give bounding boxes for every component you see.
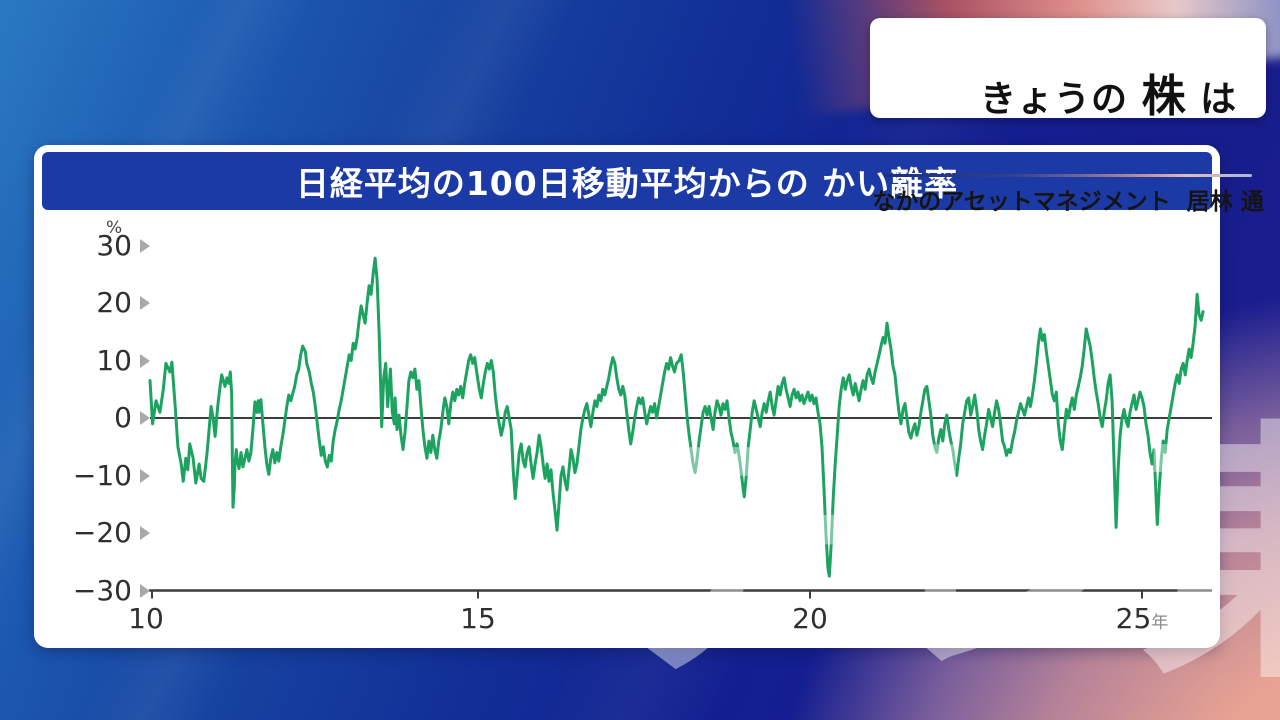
program-title-card: きょうの 株 は なかのアセットマネジメント 居林 通 [870,18,1266,215]
program-title-post: は [1186,79,1238,120]
program-title-pre: きょうの [980,79,1142,120]
chart-panel: 日経平均の100日移動平均からの かい離率 [34,145,1220,648]
program-title: きょうの 株 は [870,25,1266,172]
presenter-name: なかのアセットマネジメント 居林 通 [872,189,1264,215]
chart-title-bar: 日経平均の100日移動平均からの かい離率 [42,152,1212,210]
title-divider-rule [884,174,1252,177]
program-title-emphasis: 株 [1141,71,1187,122]
chart-title: 日経平均の100日移動平均からの かい離率 [295,164,959,203]
